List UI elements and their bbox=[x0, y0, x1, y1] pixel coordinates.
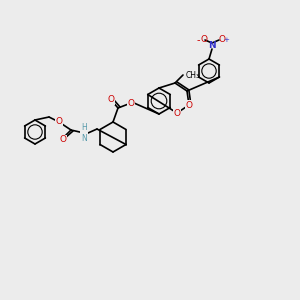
Text: O: O bbox=[59, 136, 67, 145]
Text: O: O bbox=[185, 100, 193, 109]
Text: O: O bbox=[200, 34, 208, 43]
Text: O: O bbox=[107, 95, 115, 104]
Text: H
N: H N bbox=[81, 123, 87, 143]
Text: -: - bbox=[196, 35, 200, 45]
Text: O: O bbox=[56, 118, 62, 127]
Text: O: O bbox=[218, 34, 226, 43]
Text: N: N bbox=[208, 40, 216, 50]
Text: +: + bbox=[223, 37, 229, 43]
Text: O: O bbox=[128, 98, 134, 107]
Text: CH₃: CH₃ bbox=[186, 70, 200, 80]
Text: O: O bbox=[173, 109, 181, 118]
